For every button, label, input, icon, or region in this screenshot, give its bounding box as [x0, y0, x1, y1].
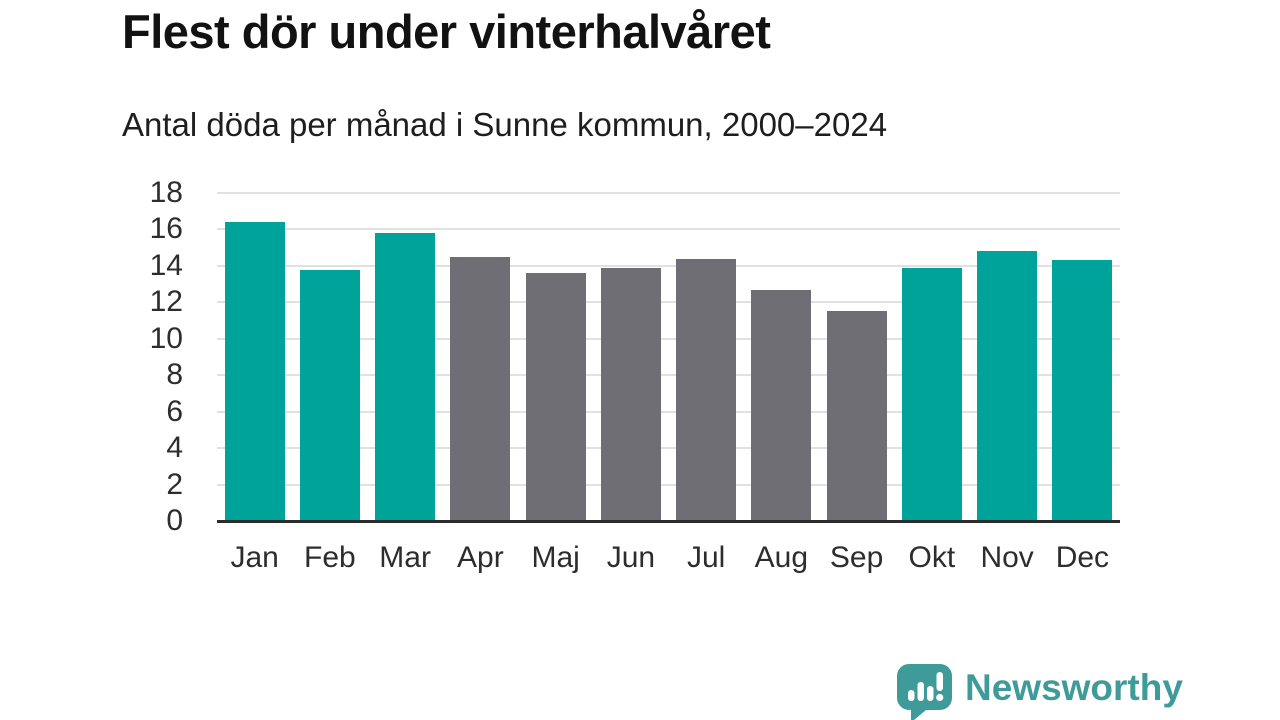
bar-slot-maj — [518, 193, 593, 521]
y-tick-2: 2 — [166, 467, 183, 501]
gridline-y18 — [217, 192, 1120, 194]
gridline-y10 — [217, 337, 1120, 340]
x-label-mar: Mar — [379, 541, 431, 574]
y-tick-16: 16 — [149, 212, 183, 246]
x-label-sep: Sep — [829, 541, 884, 574]
bar-feb — [299, 269, 360, 521]
gridline-y8 — [217, 374, 1120, 377]
x-label-jul: Jul — [686, 541, 726, 574]
gridline-y16 — [217, 228, 1120, 231]
y-tick-12: 12 — [149, 285, 183, 319]
bar-slot-mar — [368, 193, 443, 521]
bar-slot-feb — [292, 193, 367, 521]
y-tick-6: 6 — [166, 394, 183, 428]
bar-slot-apr — [443, 193, 518, 521]
x-label-jun: Jun — [606, 541, 656, 574]
bar-nov — [977, 251, 1038, 521]
newsworthy-logo: Newsworthy — [896, 663, 1183, 720]
bar-chart-plot-area — [217, 192, 1120, 523]
bar-aug — [751, 289, 812, 521]
y-tick-8: 8 — [166, 358, 183, 392]
brand-name: Newsworthy — [965, 667, 1183, 708]
chart-subtitle: Antal döda per månad i Sunne kommun, 200… — [122, 106, 888, 143]
bar-jun — [600, 267, 661, 521]
y-axis-tick-labels: 0 2 4 6 8 10 12 14 16 18 — [60, 176, 200, 537]
bar-dec — [1052, 260, 1113, 521]
x-label-nov: Nov — [980, 541, 1034, 574]
chart-title: Flest dör under vinterhalvåret — [122, 5, 771, 58]
x-label-aug: Aug — [754, 541, 809, 574]
gridline-y6 — [217, 410, 1120, 413]
y-tick-0: 0 — [166, 504, 183, 537]
x-label-feb: Feb — [304, 541, 356, 574]
gridline-y14 — [217, 264, 1120, 267]
bar-slot-jun — [593, 193, 668, 521]
bar-jul — [676, 258, 737, 521]
x-label-apr: Apr — [457, 541, 504, 574]
bar-slot-okt — [894, 193, 969, 521]
bar-slot-sep — [819, 193, 894, 521]
gridline-y2 — [217, 483, 1120, 486]
x-axis-line — [217, 520, 1120, 523]
gridline-y12 — [217, 301, 1120, 304]
y-tick-4: 4 — [166, 431, 183, 465]
x-label-okt: Okt — [908, 541, 956, 574]
y-tick-18: 18 — [149, 176, 183, 209]
bars-row — [217, 193, 1120, 521]
bar-slot-jul — [669, 193, 744, 521]
y-tick-14: 14 — [149, 248, 183, 282]
bar-slot-jan — [217, 193, 292, 521]
bar-apr — [450, 256, 511, 521]
bar-mar — [375, 233, 436, 521]
bar-jan — [224, 222, 285, 521]
bar-sep — [826, 311, 887, 521]
bar-slot-nov — [970, 193, 1045, 521]
gridline-y4 — [217, 447, 1120, 450]
bar-okt — [901, 267, 962, 521]
x-axis-tick-labels: Jan Feb Mar Apr Maj Jun Jul Aug Sep Okt Nov Dec — [217, 540, 1120, 576]
bar-maj — [525, 273, 586, 521]
bar-chart-speech-bubble-icon — [897, 664, 952, 720]
x-label-maj: Maj — [531, 541, 580, 574]
x-label-dec: Dec — [1055, 541, 1110, 574]
y-tick-10: 10 — [149, 321, 183, 355]
bar-slot-aug — [744, 193, 819, 521]
x-label-jan: Jan — [230, 541, 279, 574]
bar-slot-dec — [1045, 193, 1120, 521]
